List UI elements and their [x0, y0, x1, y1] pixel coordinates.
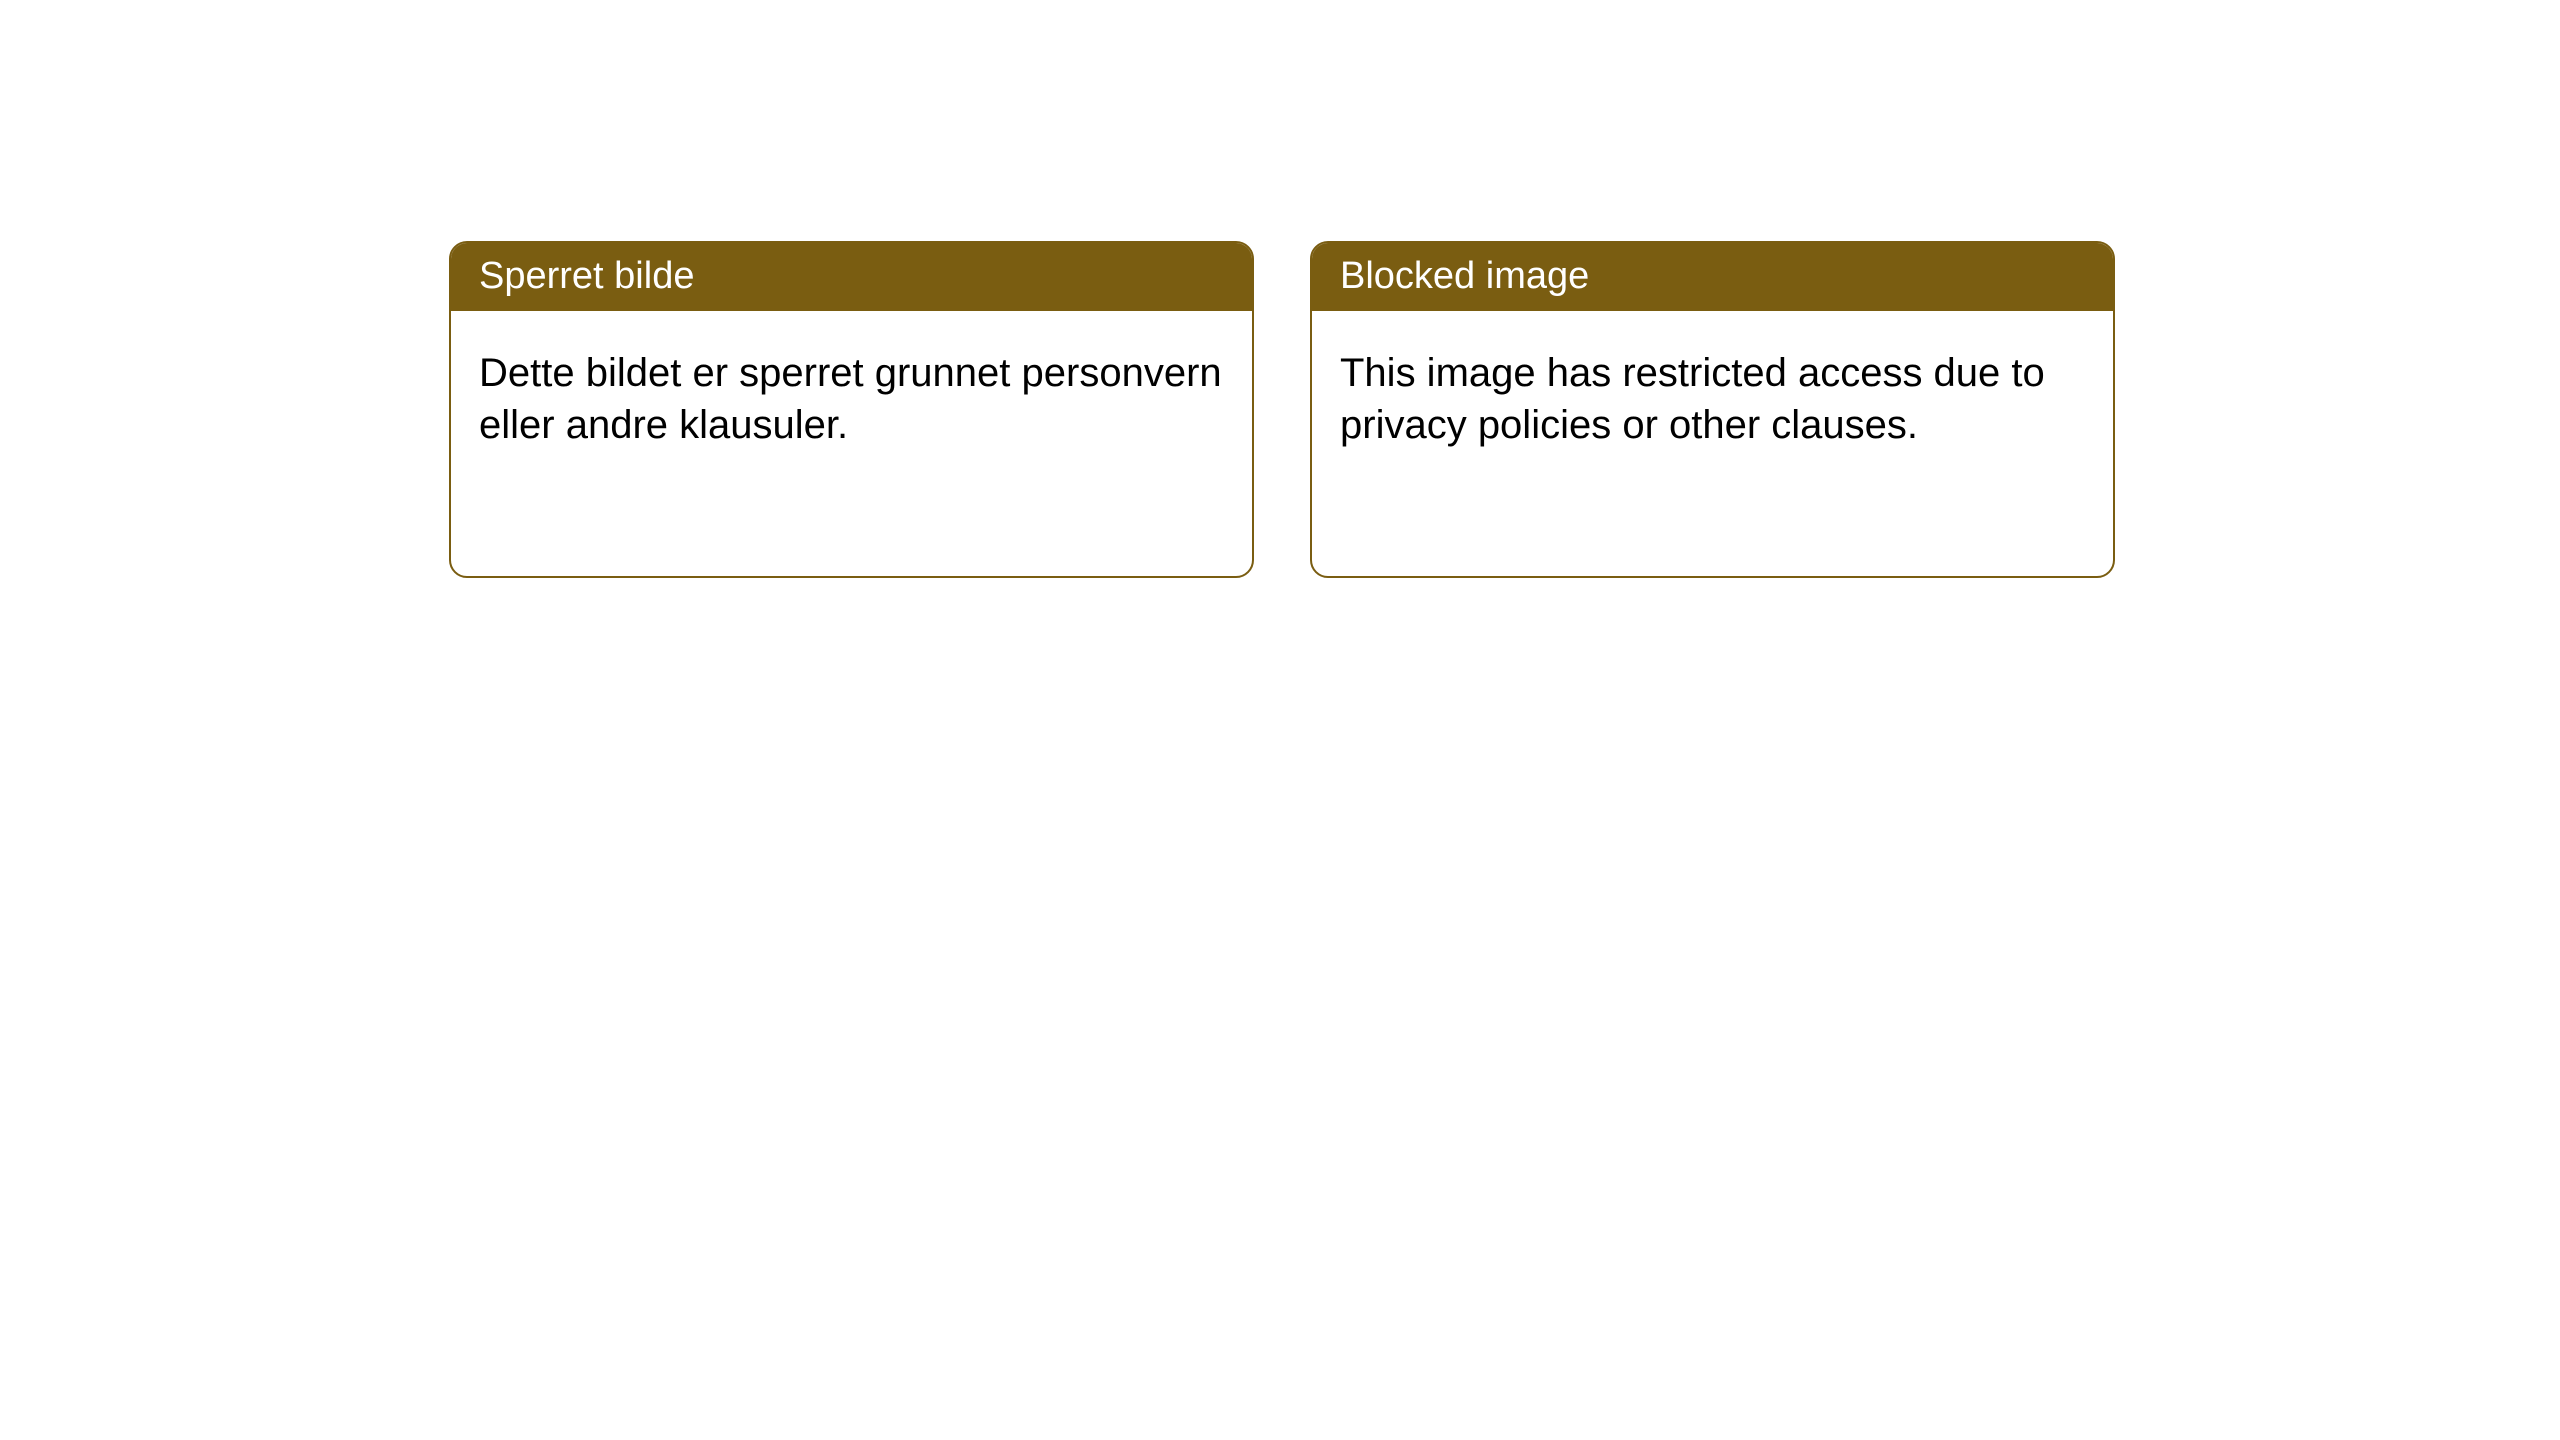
notice-card-english: Blocked image This image has restricted … — [1310, 241, 2115, 578]
notice-title-norwegian: Sperret bilde — [451, 243, 1252, 311]
notice-body-english: This image has restricted access due to … — [1312, 311, 2113, 479]
notice-container: Sperret bilde Dette bildet er sperret gr… — [0, 0, 2560, 578]
notice-body-norwegian: Dette bildet er sperret grunnet personve… — [451, 311, 1252, 479]
notice-title-english: Blocked image — [1312, 243, 2113, 311]
notice-card-norwegian: Sperret bilde Dette bildet er sperret gr… — [449, 241, 1254, 578]
